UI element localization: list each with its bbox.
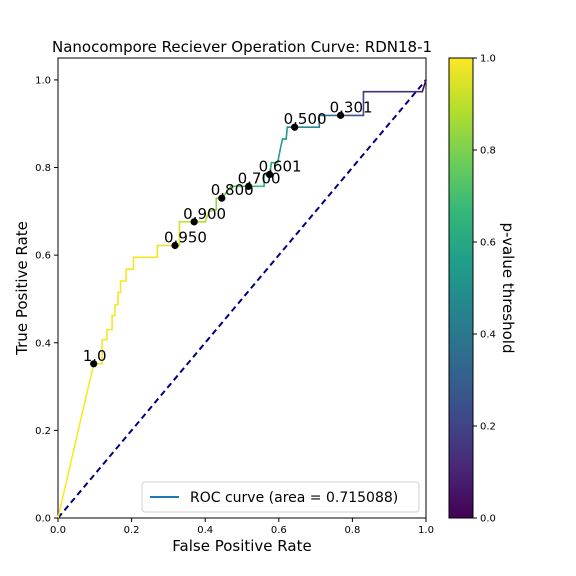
threshold-label: 0.800 <box>211 181 254 199</box>
x-axis-label: False Positive Rate <box>172 537 311 555</box>
y-tick-label: 0.0 <box>35 514 51 525</box>
x-tick-label: 0.4 <box>197 525 213 536</box>
x-tick-label: 0.0 <box>50 525 66 536</box>
colorbar-tick-label: 1.0 <box>480 54 496 65</box>
x-tick-label: 0.2 <box>124 525 140 536</box>
threshold-label: 0.950 <box>164 229 207 247</box>
threshold-marker <box>190 218 198 226</box>
y-tick-label: 1.0 <box>35 75 51 86</box>
threshold-label: 1.0 <box>83 347 107 365</box>
y-tick-label: 0.6 <box>35 251 51 262</box>
y-tick-label: 0.4 <box>35 338 51 349</box>
chart-title: Nanocompore Reciever Operation Curve: RD… <box>52 38 432 56</box>
threshold-label: 0.601 <box>259 158 302 176</box>
y-tick-label: 0.2 <box>35 426 51 437</box>
legend-box <box>141 481 420 513</box>
x-tick-label: 0.6 <box>271 525 287 536</box>
legend: ROC curve (area = 0.715088) <box>141 481 420 513</box>
colorbar-tick-label: 0.2 <box>480 422 496 433</box>
chance-diagonal-line <box>57 79 427 519</box>
threshold-marker <box>266 170 274 179</box>
threshold-marker <box>245 182 253 190</box>
colorbar-tick-label: 0.0 <box>480 514 496 525</box>
colorbar-tick-label: 0.8 <box>480 146 496 157</box>
roc-curve-segment <box>208 209 218 213</box>
y-tick-label: 0.8 <box>35 163 51 174</box>
x-tick-label: 1.0 <box>418 525 434 536</box>
threshold-marker <box>337 111 345 119</box>
threshold-label: 0.500 <box>284 110 327 128</box>
y-axis-label: True Positive Rate <box>13 221 31 356</box>
colorbar <box>448 57 474 519</box>
roc-curve-segment <box>204 210 210 223</box>
threshold-marker <box>171 241 179 250</box>
threshold-label: 0.900 <box>183 205 226 223</box>
x-tick-label: 0.8 <box>344 525 360 536</box>
roc-curve-segment <box>285 126 289 140</box>
roc-curve-segment <box>57 362 95 519</box>
legend-label: ROC curve (area = 0.715088) <box>190 490 398 506</box>
threshold-marker <box>90 360 98 368</box>
roc-curve-segment <box>279 138 284 152</box>
colorbar-tick-label: 0.4 <box>480 330 496 341</box>
roc-curve-segment <box>276 150 281 164</box>
plot-area <box>57 57 427 519</box>
roc-curve-segment <box>421 79 427 93</box>
threshold-marker <box>218 194 226 202</box>
colorbar-label: p-value threshold <box>499 223 517 354</box>
colorbar-tick-label: 0.6 <box>480 238 496 249</box>
threshold-marker <box>291 123 299 131</box>
threshold-label: 0.301 <box>330 98 373 116</box>
